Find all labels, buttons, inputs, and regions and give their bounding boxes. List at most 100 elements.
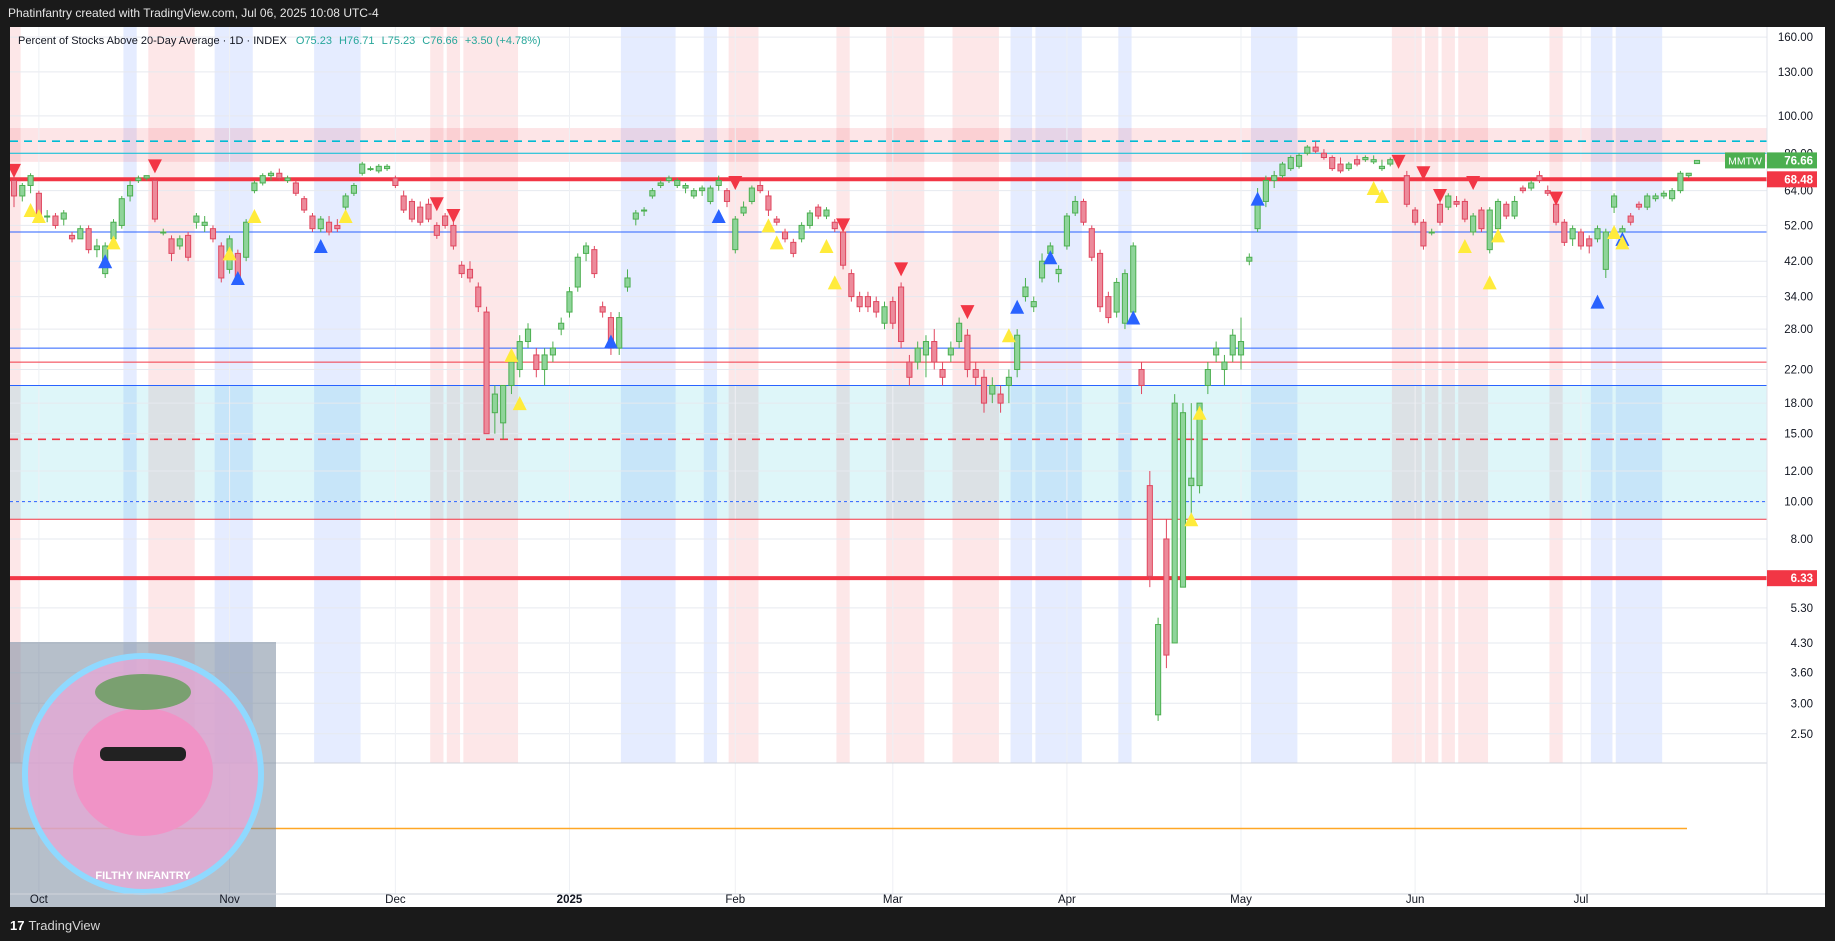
warning-signal-marker bbox=[1374, 188, 1389, 203]
candle-body bbox=[956, 322, 963, 343]
candle-body bbox=[1494, 200, 1502, 230]
candle-body bbox=[1121, 273, 1129, 324]
price-label-text: 6.33 bbox=[1791, 573, 1813, 585]
candle bbox=[1511, 195, 1518, 220]
candle bbox=[1354, 155, 1361, 167]
time-tick-label: Apr bbox=[1058, 894, 1076, 906]
candle-body bbox=[823, 209, 830, 217]
price-tick-label: 10.00 bbox=[1784, 497, 1813, 509]
candle-body bbox=[1088, 228, 1095, 258]
candle bbox=[1171, 394, 1178, 644]
time-tick-label: Jul bbox=[1574, 894, 1589, 906]
candle bbox=[417, 201, 424, 226]
candle bbox=[541, 348, 548, 386]
candle bbox=[1594, 225, 1601, 243]
candle bbox=[1072, 195, 1079, 217]
candle bbox=[582, 242, 590, 262]
candle-body bbox=[1561, 221, 1568, 243]
candle bbox=[292, 180, 299, 196]
candle bbox=[765, 190, 772, 217]
candle bbox=[914, 341, 921, 370]
candle-body bbox=[1569, 228, 1576, 240]
candle-body bbox=[1262, 179, 1269, 202]
candle bbox=[1436, 201, 1444, 226]
legend-high: H76.71 bbox=[339, 35, 375, 47]
candle-body bbox=[185, 234, 192, 258]
price-label-box bbox=[1767, 152, 1817, 169]
candle-body bbox=[10, 179, 18, 197]
chart-svg[interactable]: 10−1FILTHY INFANTRY160.00130.00100.0080.… bbox=[10, 27, 1825, 907]
watermark-pig-mascot-logo: FILTHY INFANTRY bbox=[10, 642, 276, 907]
candle-body bbox=[1594, 228, 1601, 240]
candle bbox=[732, 216, 739, 254]
candle-body bbox=[649, 190, 656, 197]
candle bbox=[118, 195, 125, 229]
candle-body bbox=[1619, 228, 1626, 233]
candle-body bbox=[1072, 200, 1079, 214]
price-label-box bbox=[1767, 171, 1817, 188]
candle-body bbox=[1304, 146, 1311, 154]
candle bbox=[956, 317, 963, 349]
candle-body bbox=[483, 311, 490, 435]
chart-canvas[interactable]: 10−1FILTHY INFANTRY160.00130.00100.0080.… bbox=[10, 27, 1825, 907]
sell-signal-marker bbox=[1416, 166, 1431, 181]
candle bbox=[442, 213, 449, 229]
candle bbox=[500, 384, 507, 440]
legend-change: +3.50 (+4.78%) bbox=[464, 35, 541, 47]
candle bbox=[1097, 249, 1104, 313]
candle-body bbox=[60, 212, 67, 220]
signal-band bbox=[952, 27, 999, 763]
candle bbox=[1304, 145, 1311, 156]
candle-body bbox=[450, 224, 457, 247]
price-tick-label: 42.00 bbox=[1784, 256, 1813, 268]
candle bbox=[848, 269, 855, 302]
candle-body bbox=[1221, 361, 1228, 371]
candle-body bbox=[723, 190, 731, 202]
candle-body bbox=[790, 241, 797, 254]
candle-body bbox=[1635, 203, 1643, 208]
sell-signal-marker bbox=[147, 159, 162, 174]
time-tick-label: Mar bbox=[883, 894, 903, 906]
watermark-text: FILTHY INFANTRY bbox=[95, 870, 191, 882]
candle bbox=[864, 291, 872, 313]
candle bbox=[1428, 228, 1435, 236]
candle bbox=[889, 296, 896, 330]
candle bbox=[1370, 155, 1377, 165]
candle-body bbox=[1403, 175, 1410, 205]
candle bbox=[1362, 155, 1369, 162]
series-legend[interactable]: Percent of Stocks Above 20-Day Average ·… bbox=[18, 35, 541, 47]
candle-body bbox=[1022, 286, 1029, 298]
price-zone bbox=[10, 385, 1767, 520]
candle-body bbox=[1030, 301, 1037, 308]
candle-body bbox=[906, 361, 913, 378]
candle-body bbox=[1204, 369, 1211, 386]
sell-signal-marker bbox=[10, 163, 21, 178]
warning-signal-marker bbox=[1482, 275, 1497, 290]
candle bbox=[558, 317, 565, 336]
candle bbox=[1246, 253, 1253, 266]
warning-signal-marker bbox=[222, 246, 237, 261]
candle-body bbox=[947, 347, 954, 356]
price-label-box bbox=[1767, 570, 1817, 587]
candle-body bbox=[972, 369, 979, 378]
candle-body bbox=[1445, 195, 1452, 208]
candle bbox=[27, 173, 34, 194]
candle bbox=[1602, 228, 1609, 278]
candle bbox=[1693, 159, 1701, 165]
warning-signal-marker bbox=[1615, 235, 1630, 250]
candle-body bbox=[1685, 172, 1692, 177]
sell-signal-marker bbox=[894, 262, 909, 277]
candle-body bbox=[425, 203, 432, 220]
candle-body bbox=[251, 182, 258, 192]
tradingview-brand[interactable]: 17 TradingView bbox=[10, 918, 100, 933]
signal-band bbox=[1458, 27, 1489, 763]
candle-body bbox=[964, 334, 971, 371]
candle bbox=[1155, 617, 1162, 721]
sell-signal-marker bbox=[1391, 154, 1406, 169]
candle-body bbox=[599, 306, 606, 313]
warning-signal-marker bbox=[827, 275, 842, 290]
candle-body bbox=[1354, 159, 1361, 165]
candle bbox=[209, 225, 217, 243]
watermark-pig-head bbox=[73, 708, 213, 836]
candle-body bbox=[806, 212, 813, 226]
